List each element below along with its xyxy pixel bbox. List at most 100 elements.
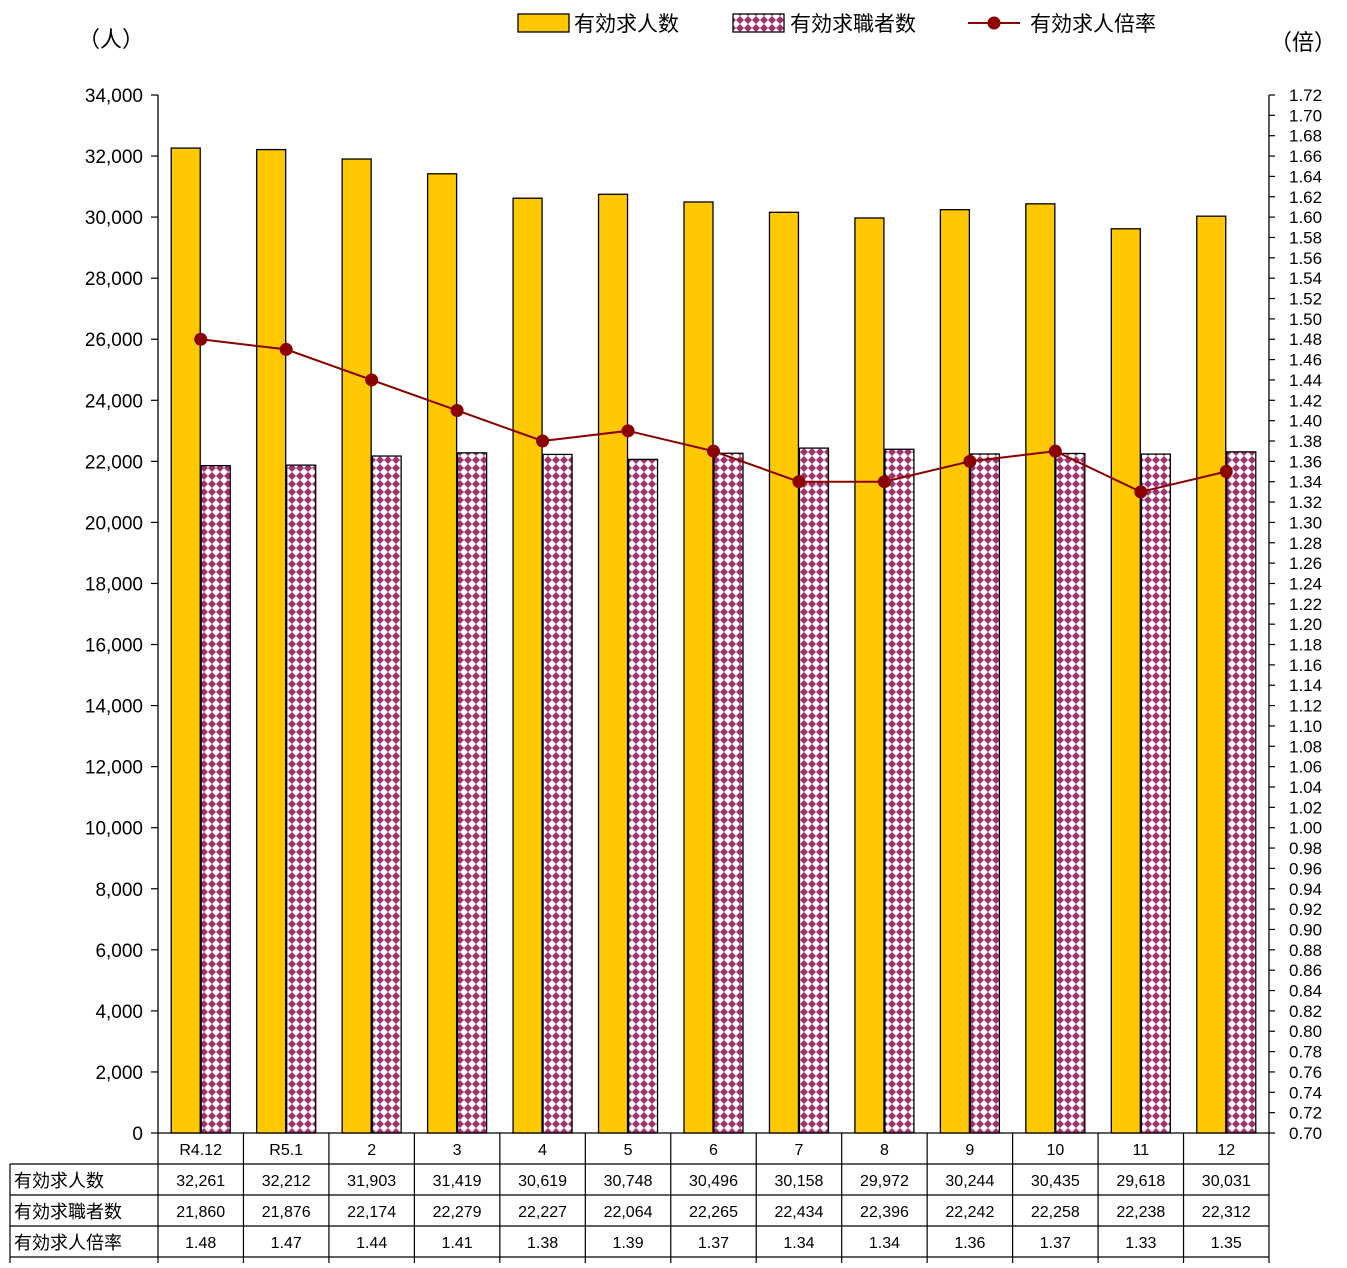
category-label: R4.12 <box>179 1142 222 1159</box>
category-label: 7 <box>795 1142 804 1159</box>
table-cell-kyushokushasu: 22,396 <box>860 1204 909 1221</box>
right-tick-label: 0.80 <box>1289 1022 1322 1041</box>
table-cell-kyujinsu: 31,903 <box>347 1173 396 1190</box>
right-tick-label: 1.10 <box>1289 717 1322 736</box>
right-tick-label: 1.34 <box>1289 473 1322 492</box>
line-point-bairitsu <box>536 434 550 448</box>
left-tick-label: 26,000 <box>85 330 143 351</box>
left-tick-label: 30,000 <box>85 208 143 229</box>
left-tick-label: 28,000 <box>85 269 143 290</box>
right-tick-label: 1.52 <box>1289 290 1322 309</box>
category-label: 9 <box>965 1142 974 1159</box>
bar-kyujinsu <box>512 197 543 1134</box>
legend-swatch-kyushokushasu <box>732 13 785 33</box>
right-tick-label: 1.12 <box>1289 697 1322 716</box>
bar-kyujinsu <box>170 147 201 1134</box>
right-tick-label: 1.54 <box>1289 269 1322 288</box>
right-tick-label: 0.70 <box>1289 1124 1322 1143</box>
table-cell-kyushokushasu: 22,227 <box>518 1204 567 1221</box>
bar-kyushokushasu <box>456 452 488 1134</box>
right-tick-label: 1.30 <box>1289 513 1322 532</box>
right-tick-label: 1.44 <box>1289 371 1322 390</box>
left-tick-label: 14,000 <box>85 697 143 718</box>
table-cell-bairitsu: 1.37 <box>698 1235 729 1252</box>
right-tick-label: 1.66 <box>1289 147 1322 166</box>
bar-kyushokushasu <box>542 453 573 1134</box>
left-tick-label: 34,000 <box>85 86 143 107</box>
table-cell-kyujinsu: 30,244 <box>945 1173 994 1190</box>
line-point-bairitsu <box>1048 444 1062 458</box>
right-tick-label: 0.74 <box>1289 1083 1322 1102</box>
bar-kyushokushasu <box>200 464 231 1134</box>
right-tick-label: 0.72 <box>1289 1104 1322 1123</box>
legend-label-bairitsu: 有効求人倍率 <box>1030 13 1156 36</box>
line-point-bairitsu <box>707 444 720 458</box>
bar-kyushokushasu <box>884 448 915 1134</box>
table-cell-bairitsu: 1.44 <box>356 1235 387 1252</box>
table-cell-kyujinsu: 31,419 <box>433 1173 482 1190</box>
right-tick-label: 0.90 <box>1289 920 1322 939</box>
line-point-bairitsu <box>792 475 806 489</box>
left-tick-label: 6,000 <box>95 941 143 962</box>
left-tick-label: 16,000 <box>85 636 143 657</box>
bar-kyujinsu <box>768 211 800 1134</box>
bar-kyushokushasu <box>627 458 659 1134</box>
line-point-bairitsu <box>1134 485 1148 499</box>
left-tick-label: 20,000 <box>85 513 143 534</box>
right-tick-label: 1.18 <box>1289 636 1322 655</box>
table-cell-bairitsu: 1.34 <box>869 1235 900 1252</box>
right-tick-label: 1.50 <box>1289 310 1322 329</box>
table-cell-kyushokushasu: 22,242 <box>945 1204 994 1221</box>
right-tick-label: 1.22 <box>1289 595 1322 614</box>
bar-kyujinsu <box>1110 228 1141 1134</box>
table-cell-kyujinsu: 30,748 <box>604 1173 653 1190</box>
bar-kyujinsu <box>1196 215 1227 1134</box>
table-cell-kyushokushasu: 21,876 <box>262 1204 311 1221</box>
category-label: 4 <box>538 1142 547 1159</box>
line-point-bairitsu <box>450 403 464 417</box>
left-tick-label: 18,000 <box>85 574 143 595</box>
right-tick-label: 0.92 <box>1289 900 1322 919</box>
table-cell-kyushokushasu: 21,860 <box>176 1204 225 1221</box>
right-tick-label: 1.14 <box>1289 676 1322 695</box>
category-label: 6 <box>709 1142 718 1159</box>
table-cell-kyujinsu: 30,435 <box>1031 1173 1080 1190</box>
bar-kyujinsu <box>597 193 629 1134</box>
table-cell-bairitsu: 1.38 <box>527 1235 558 1252</box>
category-label: R5.1 <box>269 1142 303 1159</box>
right-tick-label: 1.70 <box>1289 106 1322 125</box>
table-cell-kyujinsu: 32,212 <box>262 1173 311 1190</box>
line-point-bairitsu <box>279 342 293 356</box>
table-cell-kyujinsu: 30,496 <box>689 1173 738 1190</box>
line-point-bairitsu <box>963 454 977 468</box>
right-tick-label: 1.72 <box>1289 86 1322 105</box>
left-tick-label: 32,000 <box>85 147 143 168</box>
table-row-header: 有効求人倍率 <box>14 1233 122 1253</box>
bar-kyujinsu <box>854 217 885 1134</box>
right-tick-label: 1.28 <box>1289 534 1322 553</box>
bar-kyushokushasu <box>798 447 830 1134</box>
bar-kyushokushasu <box>713 452 744 1134</box>
bar-kyujinsu <box>256 148 287 1134</box>
line-point-bairitsu <box>1219 465 1233 479</box>
table-cell-kyujinsu: 32,261 <box>176 1173 225 1190</box>
table-cell-kyujinsu: 30,158 <box>774 1173 823 1190</box>
right-tick-label: 1.64 <box>1289 167 1322 186</box>
table-cell-kyushokushasu: 22,238 <box>1116 1204 1165 1221</box>
right-tick-label: 1.20 <box>1289 615 1322 634</box>
right-tick-label: 1.46 <box>1289 351 1322 370</box>
left-axis-unit: （人） <box>78 27 144 52</box>
table-cell-bairitsu: 1.47 <box>271 1235 302 1252</box>
right-tick-label: 1.56 <box>1289 249 1322 268</box>
category-label: 5 <box>624 1142 633 1159</box>
right-axis-unit: （倍） <box>1270 30 1336 55</box>
table-cell-kyujinsu: 29,972 <box>860 1173 909 1190</box>
right-tick-label: 0.94 <box>1289 880 1322 899</box>
table-cell-kyushokushasu: 22,312 <box>1202 1204 1251 1221</box>
bar-kyushokushasu <box>969 453 1001 1134</box>
right-tick-label: 1.16 <box>1289 656 1322 675</box>
bar-kyujinsu <box>1025 203 1056 1134</box>
right-tick-label: 1.32 <box>1289 493 1322 512</box>
bar-kyushokushasu <box>286 464 317 1134</box>
